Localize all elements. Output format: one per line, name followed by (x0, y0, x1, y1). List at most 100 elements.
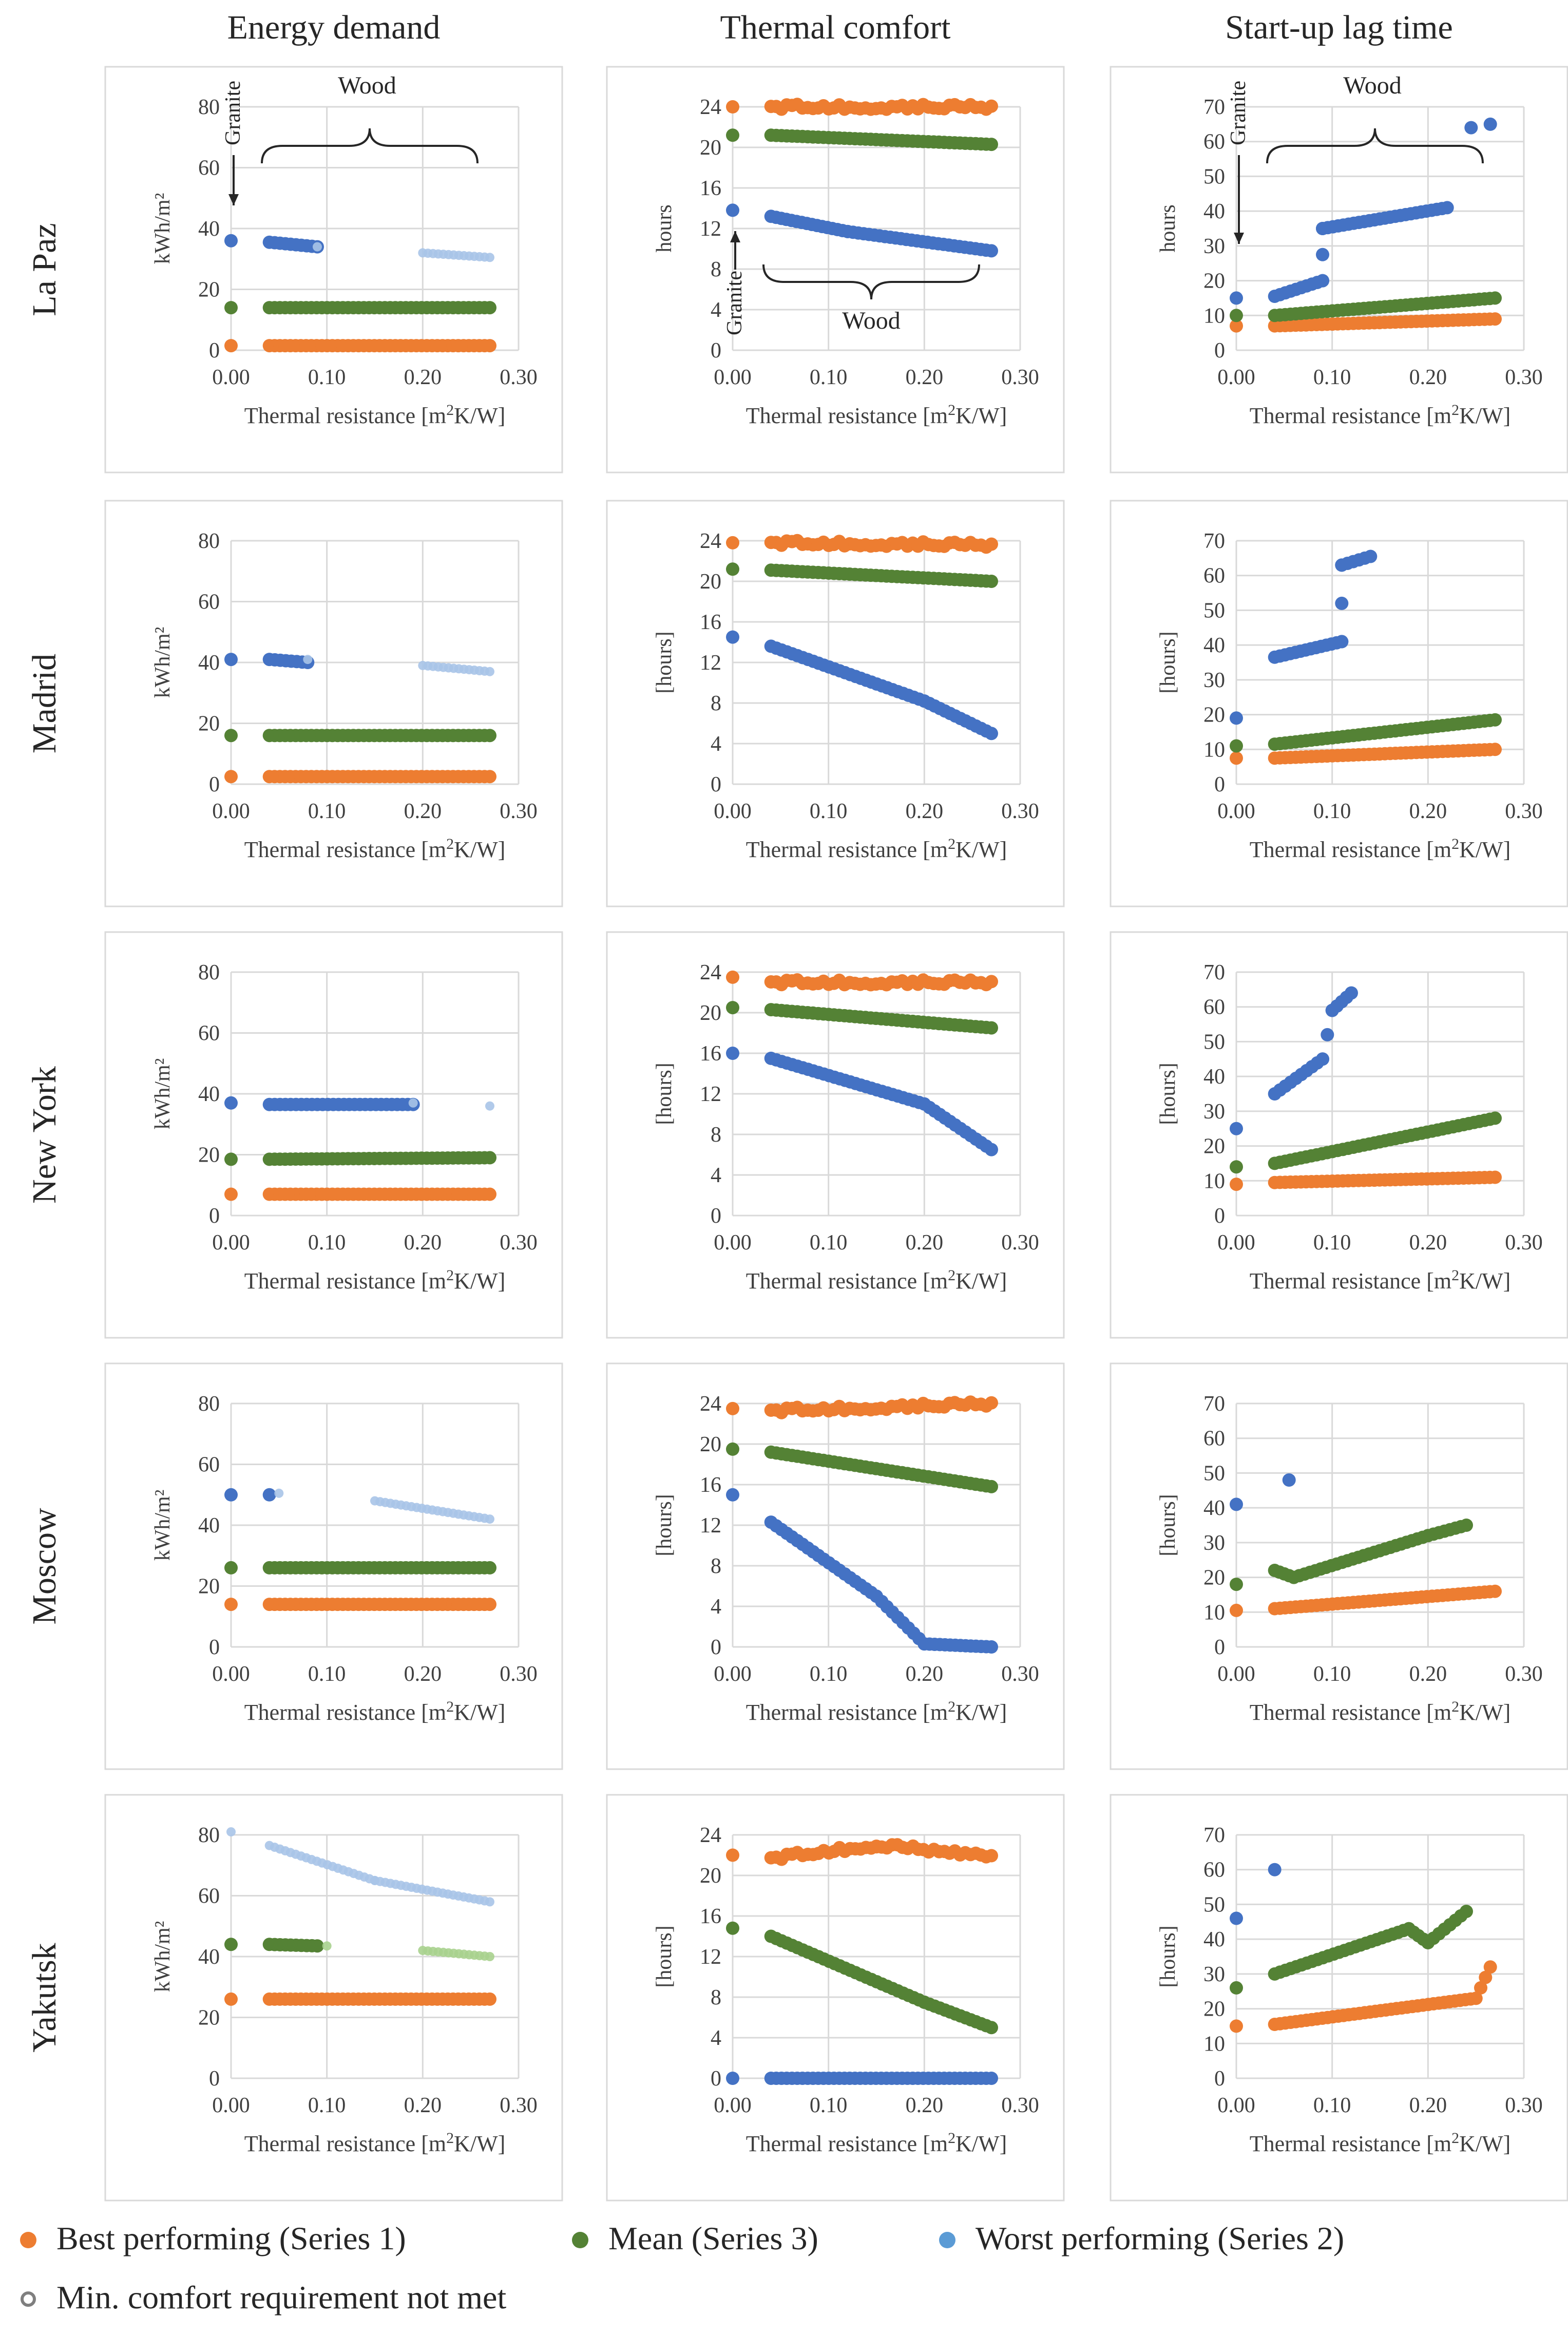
chart-frame (104, 66, 563, 473)
y-tick-label: 0 (209, 2067, 220, 2091)
y-tick-label: 80 (198, 961, 220, 984)
x-tick-label: 0.00 (714, 800, 752, 823)
lapaz-lag-annotations: Granite Wood (1227, 72, 1484, 244)
series-best (726, 970, 998, 992)
y-tick-label: 10 (1203, 1169, 1225, 1193)
y-tick-label: 20 (1203, 270, 1225, 293)
legend-item: Min. comfort requirement not met (21, 2279, 506, 2316)
x-tick-label: 0.30 (1001, 800, 1039, 823)
x-axis-label: Thermal resistance [m2K/W] (244, 1698, 506, 1725)
wood-brace (261, 128, 479, 164)
y-tick-label: 30 (1203, 669, 1225, 692)
x-tick-label: 0.30 (1001, 366, 1039, 389)
data-point (985, 138, 998, 151)
x-axis-label: Thermal resistance [m2K/W] (1250, 1698, 1511, 1725)
x-axis-label: Thermal resistance [m2K/W] (746, 1698, 1007, 1725)
data-point (1479, 1970, 1493, 1984)
data-point (485, 1897, 494, 1907)
x-tick-label: 0.20 (1409, 1231, 1447, 1255)
series-best (726, 98, 998, 116)
y-tick-label: 0 (209, 1204, 220, 1228)
y-tick-label: 20 (198, 712, 220, 736)
data-point (322, 1941, 332, 1951)
chart-madrid-energy: 0 20 40 60 80 0.00 0.10 0.20 0.30 Thermal resista… (104, 500, 563, 907)
data-point (1488, 1170, 1502, 1184)
granite-label: Granite (221, 81, 245, 145)
y-tick-label: 12 (700, 1945, 721, 1969)
series-best (224, 339, 496, 353)
lapaz-comfort-annotations: Granite Wood (723, 231, 980, 335)
data-point (985, 975, 998, 989)
y-axis-label: [hours] (1156, 1925, 1180, 1987)
data-point (985, 1849, 998, 1863)
y-tick-label: 8 (711, 1986, 721, 2009)
y-tick-label: 0 (1214, 1636, 1225, 1659)
data-point (985, 1396, 998, 1410)
data-point (726, 630, 739, 644)
data-point (726, 2072, 739, 2085)
data-point (1483, 1960, 1497, 1974)
x-tick-label: 0.10 (1313, 2094, 1351, 2117)
y-tick-label: 70 (1203, 96, 1225, 119)
y-tick-label: 0 (711, 2067, 721, 2091)
data-point (1488, 713, 1502, 727)
y-tick-label: 10 (1203, 738, 1225, 762)
x-axis-label: Thermal resistance [m2K/W] (1250, 1267, 1511, 1294)
x-tick-label: 0.10 (308, 1662, 346, 1686)
y-tick-label: 60 (198, 1453, 220, 1477)
x-tick-label: 0.00 (1217, 1231, 1255, 1255)
data-point (224, 770, 238, 784)
x-tick-label: 0.00 (1217, 800, 1255, 823)
chart-frame (104, 500, 563, 907)
y-tick-label: 70 (1203, 961, 1225, 984)
y-tick-label: 50 (1203, 165, 1225, 188)
chart-newyork-comfort: 0 4 8 12 16 20 24 0.00 0.10 0.20 0.30 Thermal resis… (606, 931, 1065, 1339)
x-tick-label: 0.10 (1313, 800, 1351, 823)
data-point (985, 2072, 998, 2085)
y-tick-label: 24 (700, 529, 721, 553)
data-point (985, 1480, 998, 1493)
data-point (726, 1848, 739, 1862)
y-tick-label: 60 (1203, 1427, 1225, 1451)
chart-frame (1110, 66, 1568, 473)
y-tick-label: 20 (700, 1864, 721, 1888)
chart-yakutsk-comfort: 0 4 8 12 16 20 24 0.00 0.10 0.20 0.30 Thermal resis… (606, 1794, 1065, 2202)
data-point (985, 1143, 998, 1156)
y-axis-label: kWh/m² (151, 627, 175, 698)
data-point (1469, 1991, 1483, 2005)
data-point (483, 770, 496, 784)
y-tick-label: 20 (1203, 704, 1225, 727)
y-tick-label: 40 (198, 1514, 220, 1538)
x-tick-label: 0.10 (308, 366, 346, 389)
series-worst_light (408, 1098, 494, 1111)
chart-madrid-lag: 0 10 20 30 40 50 60 70 0.00 0.10 0.20 0.30 Thermal r… (1110, 500, 1568, 907)
y-axis-label: hours (1156, 204, 1180, 252)
data-point (1483, 117, 1497, 131)
legend: Best performing (Series 1) Mean (Series 3… (20, 2220, 1344, 2316)
x-tick-label: 0.20 (404, 1231, 442, 1255)
y-tick-label: 80 (198, 96, 220, 119)
legend-marker (572, 2232, 588, 2248)
data-point (224, 234, 238, 248)
series-mean (1230, 291, 1502, 323)
data-point (224, 1561, 238, 1575)
y-tick-label: 0 (1214, 1204, 1225, 1228)
x-tick-label: 0.10 (1313, 1231, 1351, 1255)
x-axis-label: Thermal resistance [m2K/W] (1250, 2130, 1511, 2157)
legend-label: Mean (Series 3) (608, 2220, 818, 2256)
x-tick-label: 0.10 (810, 800, 848, 823)
x-tick-label: 0.20 (1409, 366, 1447, 389)
chart-yakutsk-energy: 0 20 40 60 80 0.00 0.10 0.20 0.30 Thermal resista… (104, 1794, 563, 2202)
data-point (224, 729, 238, 743)
series-worst (726, 1488, 998, 1654)
data-point (224, 1992, 238, 2006)
data-point (726, 203, 739, 217)
granite-label: Granite (1227, 81, 1250, 145)
legend-label: Worst performing (Series 2) (976, 2220, 1344, 2256)
data-point (483, 1561, 496, 1575)
series-mean (726, 562, 998, 588)
y-tick-label: 20 (198, 2006, 220, 2030)
data-point (1230, 2019, 1243, 2033)
series-mean (726, 1001, 998, 1035)
data-point (726, 1401, 739, 1415)
